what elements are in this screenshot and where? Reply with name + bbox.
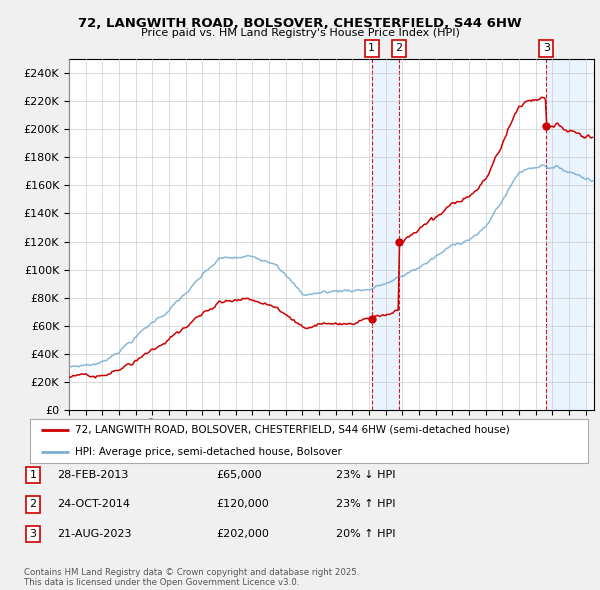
Text: 72, LANGWITH ROAD, BOLSOVER, CHESTERFIELD, S44 6HW (semi-detached house): 72, LANGWITH ROAD, BOLSOVER, CHESTERFIEL… <box>74 425 509 435</box>
Text: 24-OCT-2014: 24-OCT-2014 <box>57 500 130 509</box>
Bar <box>586 59 594 410</box>
Text: 72, LANGWITH ROAD, BOLSOVER, CHESTERFIELD, S44 6HW: 72, LANGWITH ROAD, BOLSOVER, CHESTERFIEL… <box>78 17 522 30</box>
Text: 28-FEB-2013: 28-FEB-2013 <box>57 470 128 480</box>
Text: 21-AUG-2023: 21-AUG-2023 <box>57 529 131 539</box>
Text: £202,000: £202,000 <box>216 529 269 539</box>
Text: HPI: Average price, semi-detached house, Bolsover: HPI: Average price, semi-detached house,… <box>74 447 341 457</box>
Text: 3: 3 <box>543 44 550 54</box>
Text: 2: 2 <box>29 500 37 509</box>
Text: 2: 2 <box>395 44 403 54</box>
Text: 23% ↑ HPI: 23% ↑ HPI <box>336 500 395 509</box>
Bar <box>546 59 594 410</box>
Text: 3: 3 <box>29 529 37 539</box>
Text: 1: 1 <box>368 44 375 54</box>
Text: 20% ↑ HPI: 20% ↑ HPI <box>336 529 395 539</box>
Bar <box>372 59 399 410</box>
Text: 1: 1 <box>29 470 37 480</box>
Text: £65,000: £65,000 <box>216 470 262 480</box>
Text: £120,000: £120,000 <box>216 500 269 509</box>
Text: Contains HM Land Registry data © Crown copyright and database right 2025.
This d: Contains HM Land Registry data © Crown c… <box>24 568 359 587</box>
Text: Price paid vs. HM Land Registry's House Price Index (HPI): Price paid vs. HM Land Registry's House … <box>140 28 460 38</box>
Text: 23% ↓ HPI: 23% ↓ HPI <box>336 470 395 480</box>
